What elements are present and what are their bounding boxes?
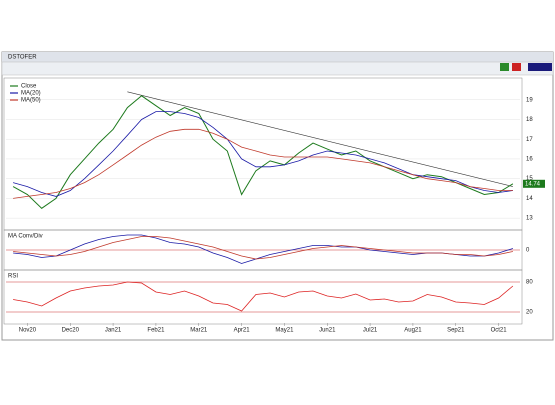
- y-tick-label: 19: [526, 97, 533, 103]
- window-frame: [1, 51, 554, 341]
- x-tick-label: Jan21: [105, 328, 122, 334]
- y-tick-label: 16: [526, 157, 533, 163]
- x-tick-label: Apr21: [234, 328, 251, 334]
- y-tick-label: 15: [526, 176, 533, 182]
- x-tick-label: Jun21: [319, 328, 336, 334]
- y-tick-label: 0: [526, 248, 530, 254]
- x-tick-label: Nov20: [19, 328, 37, 334]
- x-tick-label: Feb21: [147, 328, 165, 334]
- series-line: [12, 111, 513, 197]
- x-tick-label: Aug21: [404, 328, 422, 334]
- series-line: [13, 281, 514, 312]
- x-tick-label: May21: [275, 328, 294, 334]
- y-tick-label: 18: [526, 117, 533, 123]
- y-tick-label: 20: [526, 310, 533, 316]
- last-price-box: [523, 179, 545, 188]
- panel-title: MA Conv/Div: [8, 234, 43, 240]
- series-line: [13, 236, 513, 260]
- toolbar-button[interactable]: [500, 63, 509, 71]
- x-tick-label: Dec20: [62, 328, 80, 334]
- x-tick-label: Jul21: [363, 328, 378, 334]
- x-tick-label: Sep21: [447, 328, 465, 334]
- symbol: DSTOFER: [8, 55, 37, 61]
- series-line: [12, 95, 514, 209]
- x-tick-label: Mar21: [190, 328, 208, 334]
- toolbar-button[interactable]: [512, 63, 521, 71]
- legend-label: Close: [21, 84, 37, 90]
- y-tick-label: 17: [526, 137, 533, 143]
- last-price-label: 14.74: [525, 181, 541, 187]
- y-tick-label: 80: [526, 280, 533, 286]
- y-tick-label: 13: [526, 216, 533, 222]
- x-tick-label: Oct21: [491, 328, 508, 334]
- legend-label: MA(20): [21, 91, 41, 97]
- toolbar: [1, 61, 554, 76]
- title-bar: [2, 52, 553, 62]
- panel-title: RSI: [8, 274, 18, 280]
- series-line: [13, 128, 513, 199]
- toolbar-button[interactable]: [528, 63, 552, 71]
- y-tick-label: 14: [526, 196, 533, 202]
- legend-label: MA(50): [21, 98, 41, 104]
- panel-border: [3, 269, 523, 325]
- trend-line: [127, 91, 513, 187]
